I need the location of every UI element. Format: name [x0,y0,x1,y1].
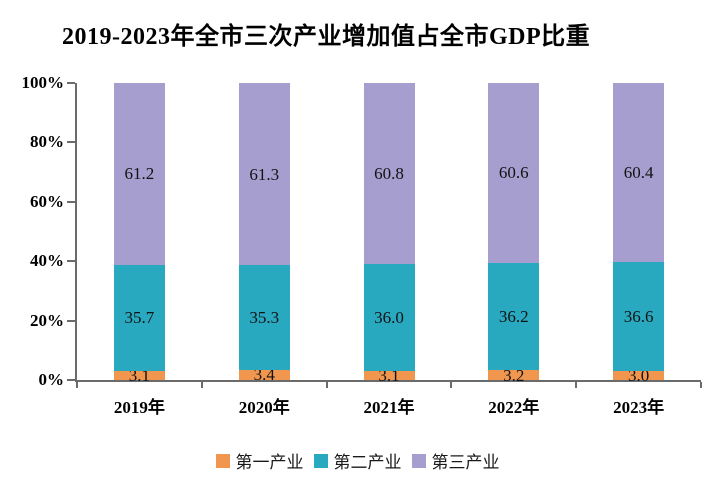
legend: 第一产业 第二产业 第三产业 [0,448,715,473]
bar-segment-第三产业: 60.6 [488,83,540,263]
y-axis-label: 60% [30,191,64,211]
legend-label: 第二产业 [333,453,402,472]
legend-swatch-icon [411,453,426,468]
legend-label: 第三产业 [431,453,500,472]
legend-swatch-icon [215,453,230,468]
bar-value-label: 61.3 [249,164,280,184]
bar-segment-第一产业: 3.1 [113,367,165,384]
bar-value-label: 3.1 [128,365,151,385]
y-axis-tick [67,379,75,381]
legend-item-第三产业: 第三产业 [411,448,500,473]
bar-value-label: 35.3 [249,307,280,327]
x-axis-tick [700,382,702,388]
bar-segment-第二产业: 35.3 [238,265,290,370]
x-axis-tick [200,382,203,388]
bar-segment-第一产业: 3.4 [238,366,290,383]
x-axis-label: 2022年 [488,398,540,417]
y-axis-tick [67,200,75,203]
y-axis-tick [67,260,75,263]
bar-value-label: 3.0 [627,366,650,386]
x-axis-label: 2020年 [238,398,290,417]
x-axis-tick [575,382,578,388]
x-axis-line [75,380,701,382]
y-axis-tick [67,141,75,144]
x-axis-label: 2021年 [363,398,415,417]
legend-item-第一产业: 第一产业 [215,448,304,473]
bar-segment-第一产业: 3.2 [488,367,540,384]
legend-label: 第一产业 [235,453,304,472]
bar-value-label: 60.6 [498,163,529,183]
bar-segment-第三产业: 60.8 [363,83,415,264]
y-axis-tick [67,319,75,322]
y-axis-label: 0% [38,370,65,389]
x-axis-tick [325,382,328,388]
bar-segment-第二产业: 36.0 [363,263,415,371]
y-axis-tick [67,82,75,84]
bar-segment-第三产业: 61.2 [113,83,165,265]
bar-segment-第二产业: 36.6 [613,262,665,372]
bar-value-label: 61.2 [124,164,155,184]
y-axis-label: 40% [30,251,64,271]
bar-value-label: 60.8 [374,164,404,184]
bar-value-label: 3.1 [378,365,400,385]
bar-segment-第二产业: 36.2 [488,262,540,371]
x-axis-tick [450,382,453,388]
bar-segment-第一产业: 3.1 [363,367,415,384]
bar-value-label: 3.2 [503,365,525,385]
chart-title: 2019-2023年全市三次产业增加值占全市GDP比重 [62,24,591,50]
y-axis-label: 20% [30,310,64,330]
y-axis-label: 100% [21,73,65,92]
bar-segment-第三产业: 60.4 [613,83,665,263]
legend-item-第二产业: 第二产业 [313,448,402,473]
bar-segment-第二产业: 35.7 [113,264,165,371]
y-axis-line [75,83,77,382]
bar-value-label: 35.7 [124,308,155,328]
bar-value-label: 3.4 [253,365,275,385]
bar-value-label: 36.2 [498,307,529,327]
bar-value-label: 36.0 [374,307,404,327]
x-axis-tick [76,382,78,388]
bar-segment-第一产业: 3.0 [613,367,665,384]
bar-value-label: 60.4 [623,163,654,183]
x-axis-label: 2019年 [113,398,165,417]
bar-value-label: 36.6 [623,307,654,327]
legend-swatch-icon [313,453,328,468]
bar-segment-第三产业: 61.3 [238,83,290,266]
y-axis-label: 80% [30,132,64,152]
x-axis-label: 2023年 [613,398,665,417]
